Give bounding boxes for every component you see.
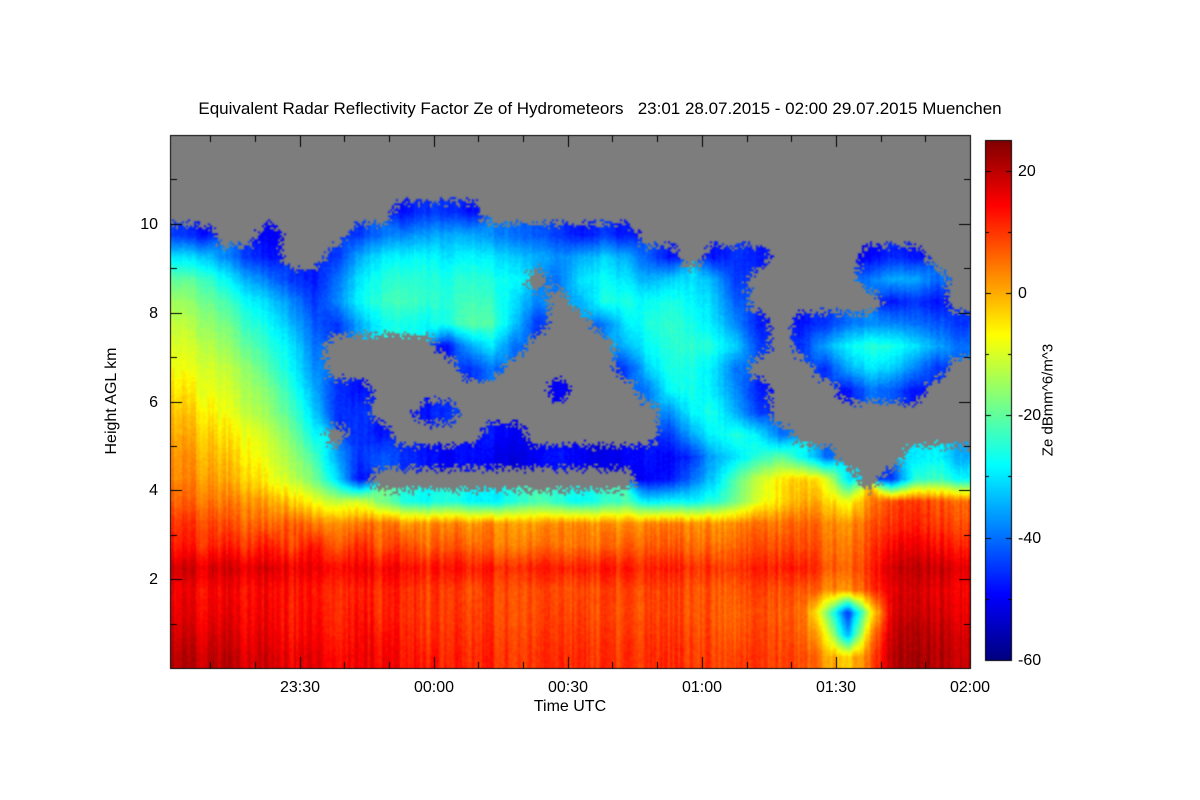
x-axis-label: Time UTC	[533, 698, 607, 715]
y-tick-label: 4	[149, 481, 158, 499]
x-tick-label: 02:00	[949, 679, 991, 696]
colorbar-tick-label: -60	[1018, 651, 1042, 669]
x-tick-label: 23:30	[279, 679, 321, 696]
colorbar-tick-label: 20	[1018, 162, 1036, 180]
colorbar-tick-label: -20	[1018, 406, 1042, 424]
x-tick-label: 00:30	[547, 679, 589, 696]
x-tick-label: 01:00	[681, 679, 723, 696]
y-tick-label: 6	[149, 393, 158, 411]
y-tick-label: 2	[149, 570, 158, 588]
colorbar-tick-label: -40	[1018, 529, 1042, 547]
x-tick-label: 00:00	[413, 679, 455, 696]
x-tick-label: 01:30	[815, 679, 857, 696]
colorbar-label: Ze dBmm^6/m^3	[1039, 343, 1057, 457]
chart-title: Equivalent Radar Reflectivity Factor Ze …	[198, 99, 1002, 118]
y-tick-label: 10	[140, 215, 158, 233]
colorbar-tick-label: 0	[1018, 284, 1027, 302]
y-tick-label: 8	[149, 304, 158, 322]
